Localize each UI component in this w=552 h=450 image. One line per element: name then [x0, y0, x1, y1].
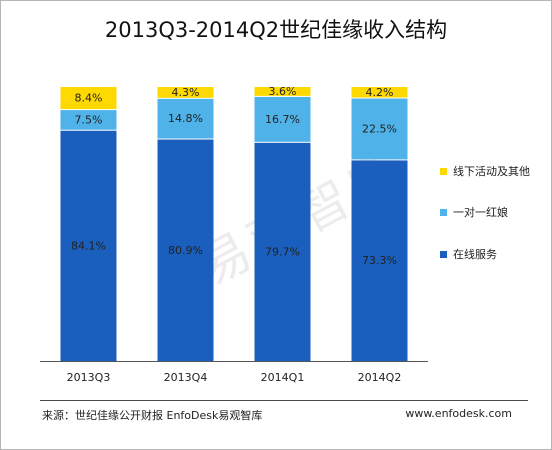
bar-segment-2013Q3-2	[60, 87, 117, 110]
x-tick-label-2013Q4: 2013Q4	[164, 371, 208, 384]
bar-segment-2013Q4-0	[157, 139, 214, 361]
bar-segment-2013Q4-1	[157, 98, 214, 139]
chart-title: 2013Q3-2014Q2世纪佳缘收入结构	[104, 18, 448, 42]
legend-label-1: 一对一红娘	[453, 205, 508, 219]
bar-segment-2013Q3-1	[60, 110, 117, 130]
bar-segment-2013Q3-0	[60, 130, 117, 361]
site-url: www.enfodesk.com	[405, 407, 512, 420]
source-note: 来源：世纪佳缘公开财报 EnfoDesk易观智库	[42, 409, 263, 422]
legend-swatch-0	[440, 168, 447, 175]
data-label-2014Q2-2: 4.2%	[366, 86, 394, 99]
data-label-2014Q1-1: 16.7%	[265, 113, 300, 126]
bar-segment-2014Q1-0	[254, 142, 311, 361]
x-tick-label-2014Q2: 2014Q2	[358, 371, 402, 384]
data-label-2014Q1-0: 79.7%	[265, 245, 300, 258]
footer-divider	[40, 400, 528, 401]
data-label-2014Q1-2: 3.6%	[269, 85, 297, 98]
data-label-2013Q4-1: 14.8%	[168, 112, 203, 125]
data-label-2014Q2-1: 22.5%	[362, 122, 397, 135]
x-tick-label-2013Q3: 2013Q3	[67, 371, 111, 384]
data-label-2013Q4-2: 4.3%	[172, 86, 200, 99]
data-label-2014Q2-0: 73.3%	[362, 254, 397, 267]
bar-segment-2014Q2-0	[351, 160, 408, 361]
legend-swatch-2	[440, 251, 447, 258]
legend-label-2: 在线服务	[453, 247, 497, 261]
data-label-2013Q3-1: 7.5%	[75, 113, 103, 126]
bar-segment-2014Q1-1	[254, 96, 311, 142]
data-label-2013Q4-0: 80.9%	[168, 244, 203, 257]
bar-segment-2014Q2-1	[351, 98, 408, 160]
data-label-2013Q3-2: 8.4%	[75, 92, 103, 105]
bar-segment-2013Q4-2	[157, 87, 214, 98]
x-tick-label-2014Q1: 2014Q1	[261, 371, 305, 384]
bar-segment-2014Q1-2	[254, 87, 311, 96]
legend-label-0: 线下活动及其他	[453, 164, 530, 178]
data-label-2013Q3-0: 84.1%	[71, 239, 106, 252]
bar-segment-2014Q2-2	[351, 87, 408, 98]
legend-swatch-1	[440, 209, 447, 216]
